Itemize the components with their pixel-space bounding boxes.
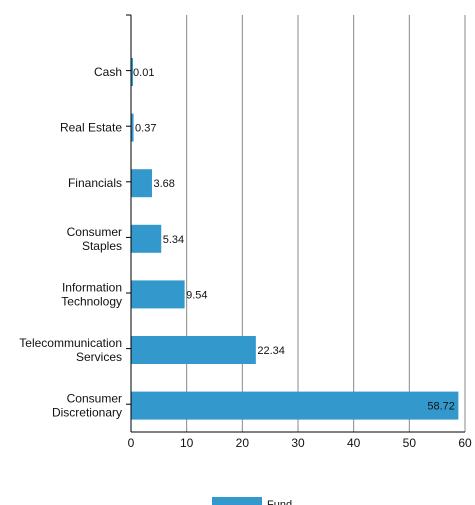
value-label: 58.72 bbox=[427, 401, 455, 413]
value-label: 0.01 bbox=[133, 67, 154, 79]
legend: Fund bbox=[212, 497, 292, 505]
category-label: Real Estate bbox=[60, 121, 122, 135]
category-label: Cash bbox=[94, 65, 122, 79]
value-labels: 0.01 0.37 3.68 5.34 9.54 22.34 58.72 bbox=[133, 67, 455, 413]
category-label: Financials bbox=[68, 176, 122, 190]
value-label: 0.37 bbox=[135, 123, 156, 135]
x-tick-labels: 0 10 20 30 40 50 60 bbox=[128, 436, 472, 450]
category-label: Information bbox=[62, 280, 122, 294]
value-label: 3.68 bbox=[153, 178, 174, 190]
category-label: Telecommunication bbox=[19, 336, 122, 350]
x-tick-label: 0 bbox=[128, 436, 135, 450]
bar-1 bbox=[131, 113, 134, 142]
bar-3 bbox=[131, 224, 162, 253]
bar-4 bbox=[131, 280, 185, 309]
category-label: Staples bbox=[82, 239, 122, 253]
x-tick-label: 10 bbox=[180, 436, 194, 450]
category-label: Services bbox=[76, 350, 122, 364]
value-label: 22.34 bbox=[257, 345, 285, 357]
value-label: 5.34 bbox=[163, 234, 184, 246]
category-label: Technology bbox=[61, 294, 122, 308]
x-tick-label: 40 bbox=[347, 436, 361, 450]
legend-swatch bbox=[212, 497, 262, 505]
bar-6 bbox=[131, 391, 459, 420]
bar-0 bbox=[131, 58, 133, 86]
gridlines bbox=[186, 15, 466, 432]
x-tick-label: 30 bbox=[291, 436, 305, 450]
category-label: Consumer bbox=[67, 392, 122, 406]
x-tick-label: 50 bbox=[403, 436, 417, 450]
axes bbox=[126, 14, 465, 433]
category-label: Discretionary bbox=[52, 406, 122, 420]
value-label: 9.54 bbox=[186, 289, 207, 301]
x-tick-label: 60 bbox=[458, 436, 472, 450]
category-label: Consumer bbox=[67, 225, 122, 239]
legend-label: Fund bbox=[267, 499, 292, 505]
x-tick-label: 20 bbox=[236, 436, 250, 450]
bar-5 bbox=[131, 336, 256, 364]
bars bbox=[131, 58, 459, 420]
bar-2 bbox=[131, 169, 152, 198]
